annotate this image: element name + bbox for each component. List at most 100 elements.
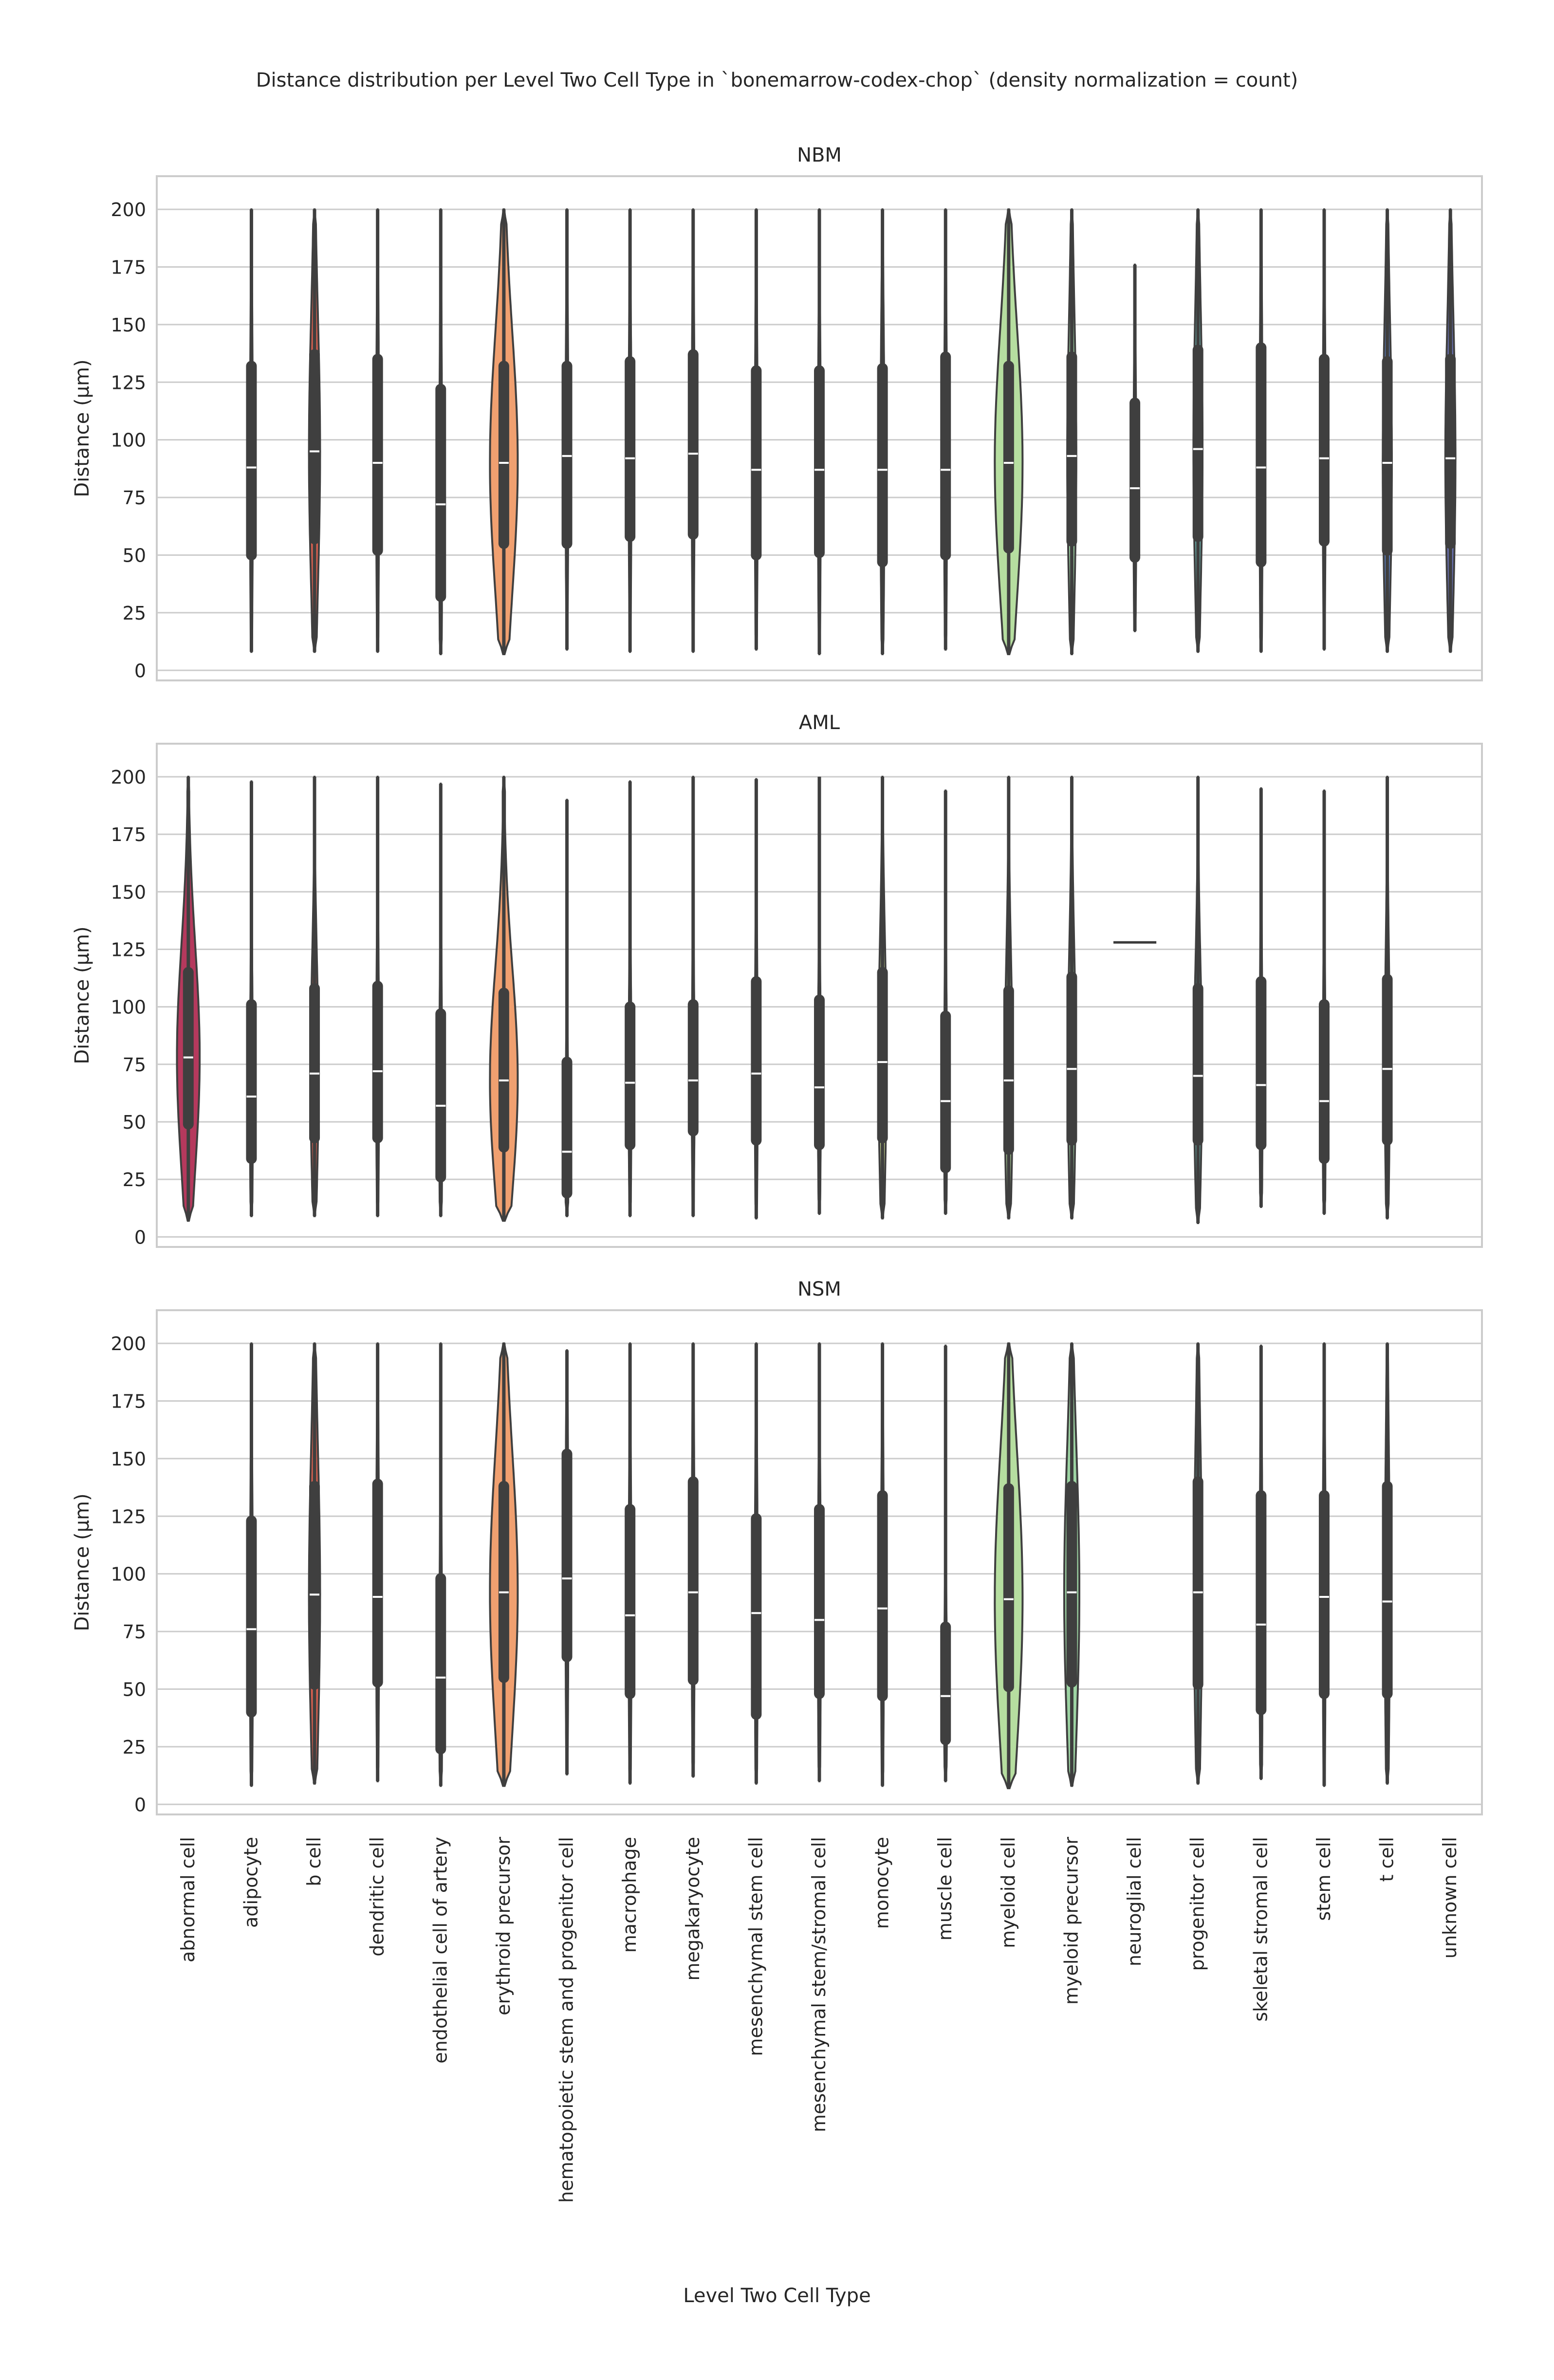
violin-b-cell — [308, 208, 321, 653]
panel-title: NSM — [797, 1278, 841, 1300]
violin-myeloid-precursor — [1063, 1342, 1080, 1787]
panel-frame — [156, 1309, 1483, 1815]
violin-megakaryocyte — [687, 1342, 699, 1778]
y-tick-label: 100 — [111, 997, 146, 1018]
violin-mesenchymal-stem-stromal-cell — [814, 1342, 825, 1782]
violin-erythroid-precursor — [489, 775, 519, 1222]
violin-progenitor-cell — [1192, 1342, 1203, 1785]
violin-neuroglial-cell — [1129, 263, 1141, 632]
x-tick-label: erythroid precursor — [493, 1837, 514, 2015]
violin-myeloid-precursor — [1066, 775, 1077, 1220]
x-tick-labels: abnormal cell adipocyte b cell dendritic ce… — [177, 1837, 1461, 2203]
violin-mesenchymal-stem-cell — [751, 1342, 762, 1785]
x-tick-label: skeletal stromal cell — [1250, 1837, 1271, 2022]
panel-frame — [156, 743, 1483, 1248]
violin-monocyte — [877, 208, 888, 656]
violin-megakaryocyte — [687, 208, 699, 653]
y-tick-label: 75 — [123, 1621, 146, 1643]
y-tick-label: 175 — [111, 1391, 146, 1412]
panel-aml: 0 25 50 75 100 125 150 175 200 AML Distance (µm) — [71, 712, 1483, 1248]
violin-b-cell — [309, 775, 320, 1217]
violin-unknown-cell — [1444, 208, 1457, 653]
y-tick-label: 0 — [134, 1227, 146, 1248]
panel-title: AML — [799, 712, 840, 734]
violin-myeloid-cell — [1003, 775, 1014, 1220]
x-tick-label: myeloid cell — [998, 1837, 1019, 1948]
violin-stem-cell — [1318, 208, 1330, 651]
x-tick-label: hematopoietic stem and progenitor cell — [556, 1837, 577, 2203]
y-axis-label: Distance (µm) — [71, 1493, 93, 1631]
x-tick-label: mesenchymal stem/stromal cell — [808, 1837, 830, 2132]
violin-erythroid-precursor — [489, 208, 519, 656]
y-tick-label: 150 — [111, 1448, 146, 1470]
violin-muscle-cell — [940, 208, 951, 651]
x-tick-label: t cell — [1376, 1837, 1398, 1882]
violin-adipocyte — [246, 208, 257, 653]
x-tick-label: myeloid precursor — [1060, 1837, 1082, 2005]
violin-megakaryocyte — [687, 775, 699, 1217]
x-tick-label: monocyte — [871, 1837, 893, 1929]
violin-hematopoietic-stem-and-progenitor-cell — [561, 208, 573, 651]
violin-mesenchymal-stem-stromal-cell — [814, 208, 825, 656]
y-tick-label: 200 — [111, 199, 146, 220]
x-tick-label: unknown cell — [1439, 1837, 1461, 1959]
y-tick-label: 100 — [111, 430, 146, 451]
panel-nbm: 0 25 50 75 100 125 150 175 200 NBM Distance (µm) — [71, 144, 1483, 681]
violin-hematopoietic-stem-and-progenitor-cell — [561, 1349, 573, 1776]
y-tick-label: 0 — [134, 660, 146, 681]
x-tick-label: neuroglial cell — [1124, 1837, 1145, 1966]
violin-endothelial-cell-of-artery — [435, 1342, 446, 1787]
x-tick-label: abnormal cell — [177, 1837, 199, 1962]
violin-macrophage — [625, 208, 636, 653]
y-tick-label: 50 — [123, 1112, 146, 1133]
y-tick-label: 150 — [111, 314, 146, 336]
y-axis-label: Distance (µm) — [71, 926, 93, 1064]
y-tick-label: 25 — [123, 603, 146, 624]
violin-dendritic-cell — [372, 208, 383, 653]
x-tick-label: b cell — [303, 1837, 325, 1886]
x-tick-label: endothelial cell of artery — [429, 1837, 451, 2064]
chart-title: Distance distribution per Level Two Cell… — [256, 69, 1298, 92]
violin-b-cell — [308, 1342, 321, 1785]
violin-monocyte — [877, 775, 888, 1220]
panel-frame — [156, 175, 1483, 681]
panel-title: NBM — [797, 144, 842, 166]
violin-muscle-cell — [940, 789, 951, 1215]
violin-abnormal-cell — [176, 775, 201, 1222]
violin-dendritic-cell — [372, 775, 383, 1217]
y-tick-label: 25 — [123, 1169, 146, 1190]
y-tick-label: 175 — [111, 824, 146, 845]
violin-progenitor-cell — [1192, 208, 1203, 653]
violin-adipocyte — [246, 1342, 257, 1787]
violin-stem-cell — [1318, 789, 1330, 1215]
violin-adipocyte — [246, 780, 257, 1217]
x-tick-label: mesenchymal stem cell — [745, 1837, 766, 2056]
y-tick-label: 125 — [111, 939, 146, 960]
x-tick-label: adipocyte — [240, 1837, 261, 1928]
violin-t-cell — [1382, 1342, 1393, 1785]
violin-macrophage — [625, 1342, 636, 1785]
violin-dendritic-cell — [372, 1342, 383, 1782]
y-tick-label: 25 — [123, 1737, 146, 1758]
violin-myeloid-cell — [994, 1342, 1024, 1790]
y-tick-label: 200 — [111, 1333, 146, 1355]
violin-stem-cell — [1318, 1342, 1330, 1787]
y-tick-label: 200 — [111, 767, 146, 788]
x-tick-label: progenitor cell — [1187, 1837, 1208, 1971]
x-axis-label: Level Two Cell Type — [683, 2285, 870, 2307]
y-axis-label: Distance (µm) — [71, 359, 93, 497]
y-tick-label: 75 — [123, 1054, 146, 1076]
x-tick-label: muscle cell — [934, 1837, 956, 1941]
violin-endothelial-cell-of-artery — [435, 208, 446, 656]
violin-t-cell — [1382, 208, 1393, 653]
violin-monocyte — [877, 1342, 888, 1787]
violin-erythroid-precursor — [489, 1342, 519, 1787]
violin-skeletal-stromal-cell — [1256, 208, 1267, 653]
x-tick-label: macrophage — [619, 1837, 640, 1953]
violin-t-cell — [1382, 775, 1393, 1220]
violin-myeloid-precursor — [1066, 208, 1077, 656]
y-tick-label: 100 — [111, 1564, 146, 1585]
violin-endothelial-cell-of-artery — [435, 783, 446, 1217]
